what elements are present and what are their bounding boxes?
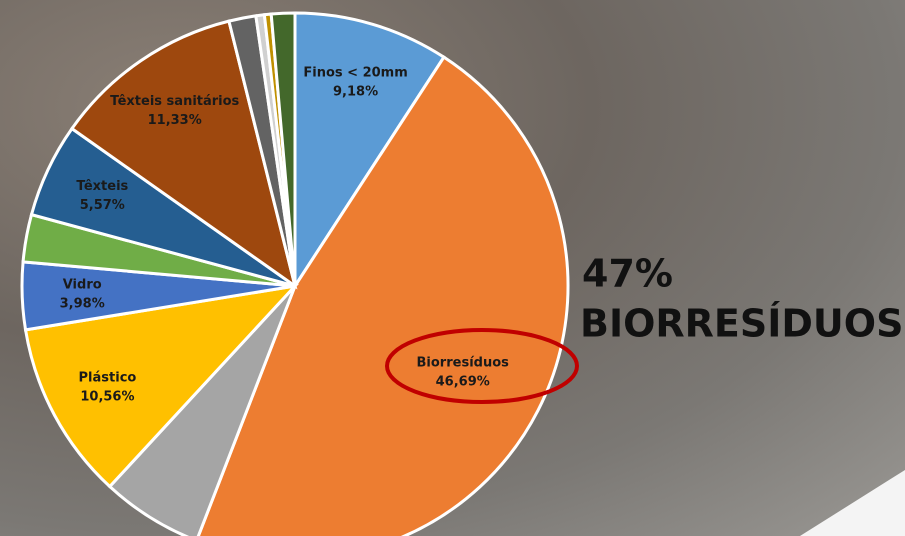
value-label: 11,33%: [148, 113, 202, 128]
annotation: BIORRESÍDUOS: [580, 302, 903, 346]
page: Finos < 20mm 9,18% Biorresíduos 46,69% Plást…: [0, 0, 905, 536]
slice-label: Biorresíduos: [417, 355, 510, 370]
slice-label: Plástico: [79, 370, 137, 385]
decoration: [800, 470, 905, 536]
value-label: 3,98%: [60, 296, 105, 311]
slice-label: Finos < 20mm: [303, 65, 407, 80]
value-label: 46,69%: [436, 374, 490, 389]
value-label: 10,56%: [80, 389, 134, 404]
value-label: 5,57%: [80, 198, 125, 213]
slice-label: Têxteis sanitários: [110, 94, 239, 109]
value-label: 9,18%: [333, 84, 378, 99]
slice-label: Vidro: [63, 277, 102, 292]
slice-label: Têxteis: [76, 179, 128, 194]
chart: Finos < 20mm 9,18% Biorresíduos 46,69% Plást…: [0, 0, 905, 536]
annotation: 47%: [582, 252, 673, 296]
pie: [22, 13, 568, 536]
